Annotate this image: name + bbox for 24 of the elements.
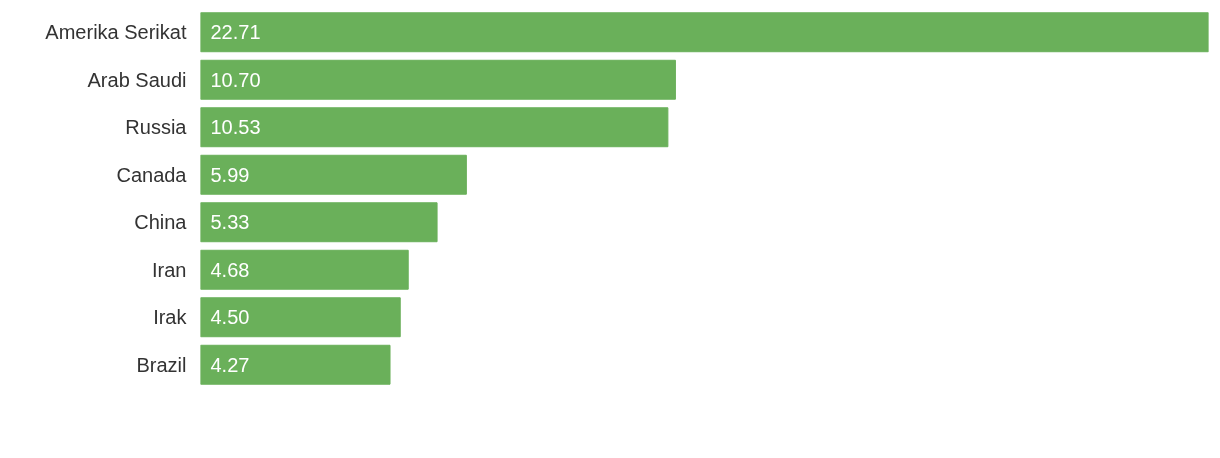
bar [200,107,669,148]
bar [200,59,676,100]
data-label: 10.70 [210,68,261,91]
y-tick-label: Arab Saudi [87,68,187,91]
data-label: 22.71 [210,21,261,44]
bar [200,154,467,195]
data-label: 4.27 [210,353,250,376]
y-tick-label: Iran [152,258,187,281]
y-tick-label: Irak [153,306,188,329]
y-tick-label: Brazil [136,353,187,376]
data-label: 5.99 [210,163,250,186]
data-label: 10.53 [210,116,261,139]
y-tick-label: China [134,211,188,234]
bar [200,297,401,338]
bar [200,202,438,243]
data-label: 5.33 [210,211,250,234]
data-label: 4.50 [210,306,250,329]
data-label: 4.68 [210,258,250,281]
y-tick-label: Amerika Serikat [45,21,187,44]
bar [200,344,391,385]
y-tick-label: Canada [116,163,188,186]
y-tick-label: Russia [125,116,188,139]
bar [200,249,409,290]
bar [200,12,1209,53]
